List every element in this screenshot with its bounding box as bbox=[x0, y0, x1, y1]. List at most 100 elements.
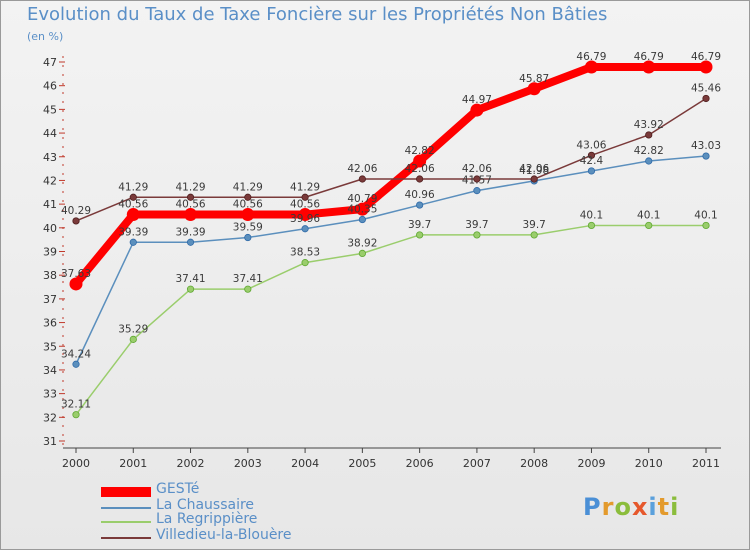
x-tick-label: 2005 bbox=[348, 457, 376, 470]
data-label: 40.56 bbox=[290, 199, 320, 211]
y-tick-label: 39 bbox=[43, 246, 57, 259]
data-label: 37.41 bbox=[233, 273, 263, 285]
data-point bbox=[645, 131, 653, 139]
data-point bbox=[72, 217, 80, 225]
data-point bbox=[584, 60, 598, 74]
data-label: 39.7 bbox=[465, 219, 488, 231]
data-point bbox=[186, 285, 195, 293]
data-point bbox=[301, 259, 309, 267]
y-tick-label: 37 bbox=[43, 293, 57, 306]
data-point bbox=[301, 225, 309, 233]
data-point bbox=[129, 193, 137, 201]
legend-swatch bbox=[101, 521, 151, 523]
y-tick-label: 34 bbox=[43, 364, 57, 377]
data-label: 40.35 bbox=[347, 204, 377, 216]
logo-letter: t bbox=[657, 493, 671, 521]
data-label: 45.87 bbox=[519, 73, 549, 85]
data-label: 39.59 bbox=[233, 222, 263, 234]
data-label: 40.1 bbox=[637, 209, 660, 221]
data-point bbox=[355, 202, 369, 216]
data-label: 46.79 bbox=[634, 51, 664, 63]
data-label: 39.7 bbox=[522, 219, 545, 231]
y-tick-label: 44 bbox=[43, 127, 57, 140]
data-label: 41.98 bbox=[519, 165, 549, 177]
data-label: 40.29 bbox=[61, 205, 91, 217]
chart-title: Evolution du Taux de Taxe Foncière sur l… bbox=[27, 4, 608, 25]
data-point bbox=[699, 60, 713, 74]
data-point bbox=[72, 360, 80, 368]
logo-letter: i bbox=[648, 493, 658, 521]
data-point bbox=[72, 411, 80, 419]
logo-letter: r bbox=[601, 493, 615, 521]
legend-item-geste: GESTé bbox=[101, 481, 361, 500]
series-line bbox=[72, 62, 710, 288]
x-tick-label: 2003 bbox=[234, 457, 262, 470]
data-point bbox=[530, 231, 538, 239]
x-tick-label: 2007 bbox=[463, 457, 491, 470]
x-tick-label: 2001 bbox=[119, 457, 147, 470]
legend-label: La Regrippière bbox=[156, 511, 258, 527]
y-tick-label: 47 bbox=[43, 56, 57, 69]
logo-letter: o bbox=[614, 493, 632, 521]
proxiti-logo: Proxiti bbox=[583, 493, 679, 521]
legend-label: GESTé bbox=[156, 481, 200, 497]
y-tick-label: 31 bbox=[43, 435, 57, 448]
data-label: 42.06 bbox=[405, 163, 435, 175]
x-tick-label: 2008 bbox=[520, 457, 548, 470]
data-point bbox=[126, 208, 140, 222]
logo-letter: x bbox=[631, 493, 649, 521]
data-label: 35.29 bbox=[118, 323, 148, 335]
data-point bbox=[129, 335, 137, 343]
data-label: 46.79 bbox=[691, 51, 721, 63]
data-point bbox=[186, 193, 195, 201]
y-tick-label: 35 bbox=[43, 340, 57, 353]
data-point bbox=[702, 94, 710, 103]
data-label: 42.82 bbox=[634, 145, 664, 157]
data-label: 46.79 bbox=[576, 51, 606, 63]
series-line bbox=[75, 224, 707, 416]
data-label: 41.29 bbox=[118, 181, 148, 193]
data-point bbox=[587, 151, 596, 159]
data-point bbox=[301, 193, 309, 201]
y-tick-label: 46 bbox=[43, 80, 57, 93]
y-tick-label: 43 bbox=[43, 151, 57, 164]
logo-letter: P bbox=[583, 493, 602, 521]
data-point bbox=[358, 175, 366, 183]
series-line bbox=[75, 97, 707, 222]
data-point bbox=[527, 82, 541, 96]
legend-item-la-chaussaire: La Chaussaire bbox=[101, 497, 361, 516]
data-point bbox=[642, 60, 656, 74]
data-point bbox=[129, 238, 137, 246]
data-point bbox=[587, 221, 596, 230]
data-point bbox=[244, 285, 252, 293]
data-label: 43.03 bbox=[691, 140, 721, 152]
data-label: 34.24 bbox=[61, 348, 91, 360]
data-point bbox=[298, 208, 312, 222]
data-point bbox=[702, 221, 710, 230]
data-label: 39.7 bbox=[408, 219, 431, 231]
series-line bbox=[75, 155, 707, 366]
logo-letter: i bbox=[670, 493, 680, 521]
data-label: 42.06 bbox=[462, 163, 492, 175]
data-point bbox=[184, 208, 198, 222]
data-point bbox=[473, 187, 481, 195]
x-tick-label: 2006 bbox=[406, 457, 434, 470]
legend-swatch bbox=[101, 487, 151, 497]
data-label: 41.29 bbox=[233, 181, 263, 193]
legend-item-la-regrippiere: La Regrippière bbox=[101, 511, 361, 530]
legend-label: Villedieu-la-Blouère bbox=[156, 527, 292, 543]
data-point bbox=[473, 175, 481, 183]
data-point bbox=[702, 152, 710, 160]
y-tick-label: 40 bbox=[43, 222, 57, 235]
data-point bbox=[69, 277, 83, 291]
data-label: 40.79 bbox=[347, 193, 377, 205]
y-tick-label: 41 bbox=[43, 198, 57, 211]
data-label: 40.56 bbox=[118, 199, 148, 211]
data-point bbox=[416, 175, 424, 183]
data-point bbox=[470, 103, 484, 117]
data-point bbox=[645, 221, 653, 230]
data-point bbox=[244, 193, 252, 201]
data-label: 41.29 bbox=[290, 181, 320, 193]
